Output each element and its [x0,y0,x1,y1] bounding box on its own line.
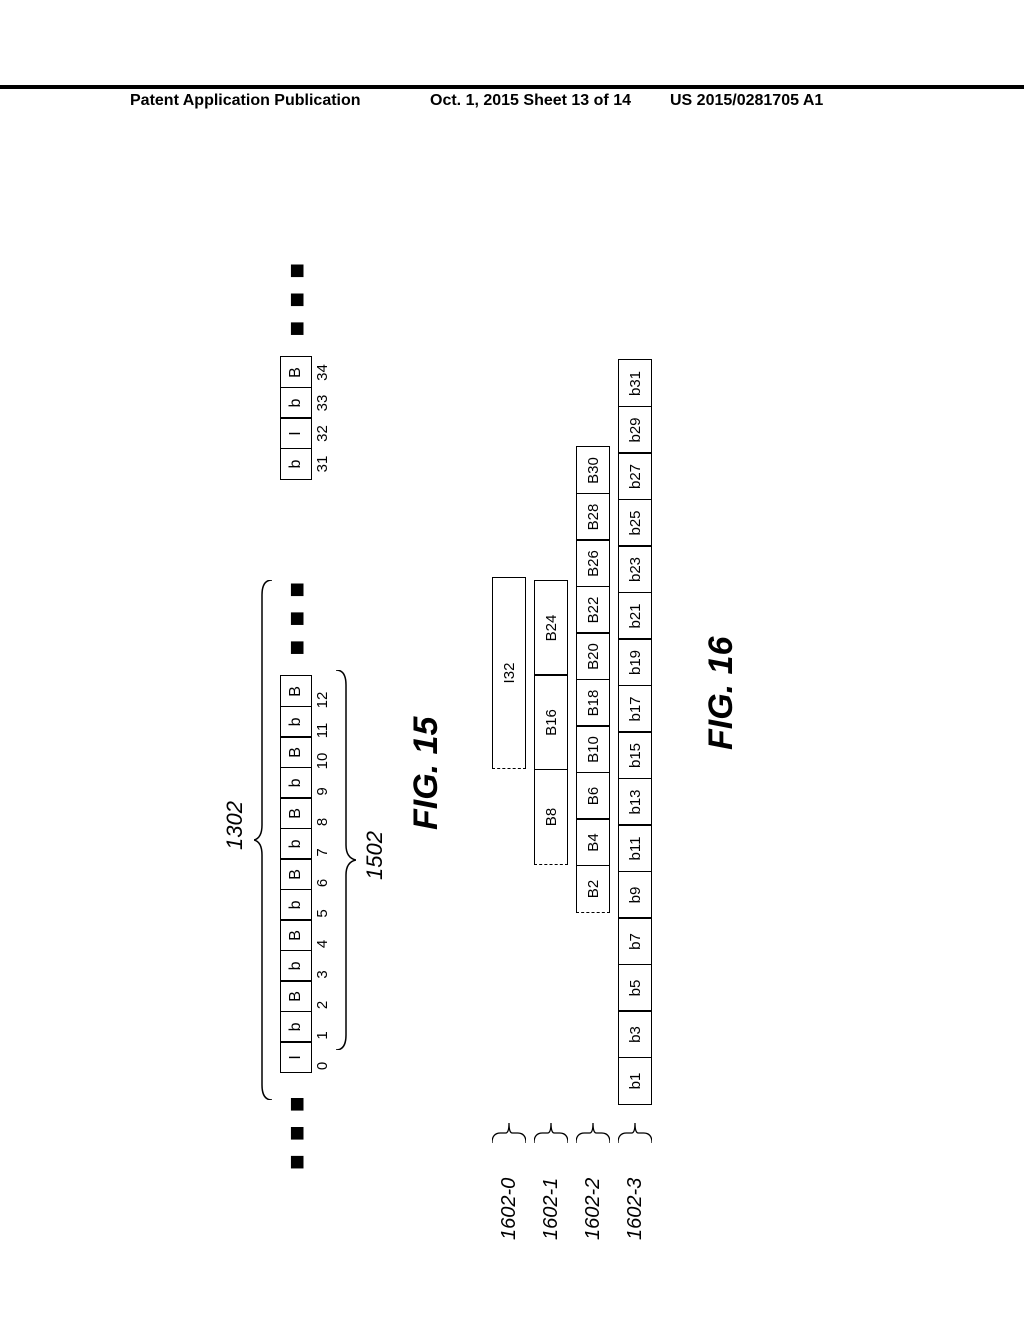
fig15-cell: I [280,1041,312,1073]
layer-cell: B10 [576,726,610,774]
ref-label-1502: 1502 [362,831,388,880]
brace-top-1302 [254,580,274,1100]
header-rule [0,85,1024,89]
layer-cell: I32 [492,577,526,769]
fig15-idx-group2: 31323334 [314,357,331,481]
layer-cell: b31 [618,360,652,408]
fig15-cell: b [280,828,312,860]
layer-cell: b27 [618,453,652,501]
fig15-row-right: bIbB ■ ■ ■ [280,240,312,480]
fig15-cell: b [280,889,312,921]
layer-row: B8B16B24 [534,580,568,865]
brace-bottom-1502 [334,670,356,1050]
page: Patent Application Publication Oct. 1, 2… [0,0,1024,1320]
fig15-cell: b [280,448,312,480]
fig15-cell: B [280,797,312,829]
fig15-cell: I [280,418,312,450]
fig15-title: FIG. 15 [407,717,446,830]
fig15-cell: b [280,387,312,419]
layer-cell: b3 [618,1011,652,1059]
layer-cell: B2 [576,865,610,913]
fig15-cell: B [280,736,312,768]
dots-mid: ■ ■ ■ [281,579,312,656]
layer-cell: B16 [534,675,568,771]
layer-cell: B26 [576,540,610,588]
layer-cell: b11 [618,825,652,873]
fig15-index: 5 [314,898,331,930]
layer-cell: b5 [618,964,652,1012]
layer-cell: B6 [576,772,610,820]
layer-brace [534,1119,568,1145]
layer-cell: b1 [618,1057,652,1105]
fig16-title: FIG. 16 [702,637,741,750]
fig15-index: 4 [314,928,331,960]
layer-label: 1602-3 [624,1178,647,1240]
layer-cell: B24 [534,580,568,676]
layer-cell: b7 [618,918,652,966]
fig15-cell: b [280,950,312,982]
fig15-cell: B [280,980,312,1012]
fig15-index: 7 [314,837,331,869]
fig15-group2: bIbB [280,357,312,481]
layer-brace [576,1119,610,1145]
layer-cell: b23 [618,546,652,594]
dots-right: ■ ■ ■ [281,260,312,337]
ref-label-1302: 1302 [222,801,248,850]
layer-cell: B28 [576,493,610,541]
layer-cell: B22 [576,586,610,634]
fig15-cell: b [280,767,312,799]
fig15-index: 0 [314,1050,331,1082]
layer-cell: B20 [576,633,610,681]
layer-row: B2B4B6B10B18B20B22B26B28B30 [576,447,610,914]
layer-cell: b25 [618,499,652,547]
fig15-row-left: ■ ■ ■ IbBbBbBbBbBbB ■ ■ ■ [280,559,312,1190]
fig15-index: 2 [314,989,331,1021]
layer-cell: b15 [618,732,652,780]
rotated-figures: 1302 ■ ■ ■ IbBbBbBbBbBbB ■ ■ ■ bIbB ■ ■ … [212,150,812,1250]
fig15-index: 3 [314,959,331,991]
layer-cell: B4 [576,819,610,867]
header-left: Patent Application Publication [130,92,361,110]
layer-cell: b29 [618,406,652,454]
fig15-index: 11 [314,715,331,747]
fig15-index: 31 [314,448,331,480]
layer-cell: b19 [618,639,652,687]
header-right: US 2015/0281705 A1 [670,92,823,110]
layer-brace [618,1119,652,1145]
dots-left: ■ ■ ■ [281,1093,312,1170]
fig15-index: 6 [314,867,331,899]
layer-label: 1602-0 [498,1178,521,1240]
fig15-index: 32 [314,418,331,450]
fig15-index: 34 [314,357,331,389]
layer-cell: b17 [618,685,652,733]
layer-row: I32 [492,577,526,769]
fig15-cell: B [280,858,312,890]
fig15-cell: B [280,675,312,707]
layer-cell: B30 [576,447,610,495]
fig15-index: 33 [314,387,331,419]
fig15-index: 10 [314,745,331,777]
layer-cell: b9 [618,871,652,919]
layer-row: b1b3b5b7b9b11b13b15b17b19b21b23b25b27b29… [618,360,652,1106]
fig15-cell: B [280,357,312,389]
header-center: Oct. 1, 2015 Sheet 13 of 14 [430,92,631,110]
fig15-idx-group1: 0123456789101112 [314,684,331,1082]
layer-cell: b13 [618,778,652,826]
fig15-cell: b [280,1011,312,1043]
fig15-cell: b [280,706,312,738]
layer-label: 1602-2 [582,1178,605,1240]
fig15-index: 8 [314,806,331,838]
fig15-cell: B [280,919,312,951]
fig15-group1: IbBbBbBbBbBbB [280,675,312,1073]
fig15-index: 12 [314,684,331,716]
layer-cell: b21 [618,592,652,640]
fig15-index: 1 [314,1020,331,1052]
fig15-index: 9 [314,776,331,808]
layer-cell: B18 [576,679,610,727]
layer-cell: B8 [534,769,568,865]
layer-label: 1602-1 [540,1178,563,1240]
layer-brace [492,1119,526,1145]
